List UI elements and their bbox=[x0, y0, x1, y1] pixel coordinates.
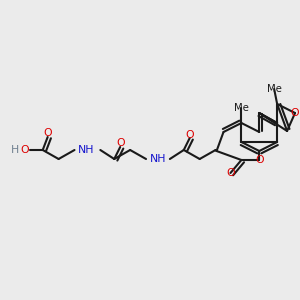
Text: O: O bbox=[116, 138, 124, 148]
Text: O: O bbox=[20, 145, 29, 155]
Text: O: O bbox=[44, 128, 52, 138]
Text: H: H bbox=[11, 145, 19, 155]
Text: O: O bbox=[226, 168, 235, 178]
Text: NH: NH bbox=[150, 154, 166, 164]
Text: Me: Me bbox=[267, 84, 282, 94]
Text: O: O bbox=[255, 155, 264, 165]
Text: NH: NH bbox=[78, 145, 95, 155]
Text: Me: Me bbox=[234, 103, 249, 113]
Text: O: O bbox=[291, 108, 299, 118]
Text: O: O bbox=[185, 130, 194, 140]
